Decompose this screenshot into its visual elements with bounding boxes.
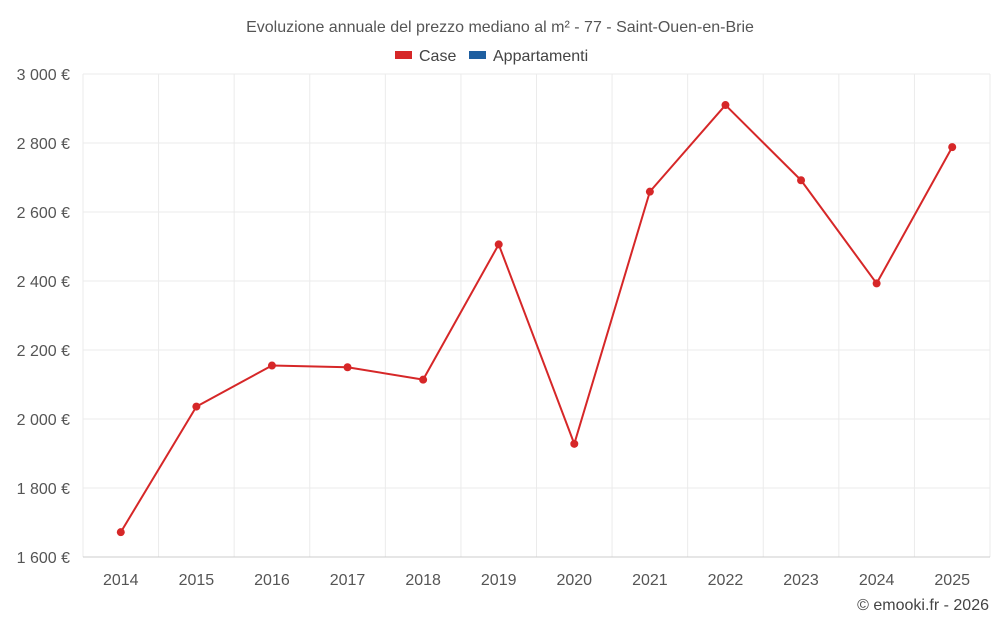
data-point-case[interactable] — [645, 187, 654, 196]
y-tick-label: 2 600 € — [17, 205, 70, 222]
x-axis-ticks: 2014 2015 2016 2017 2018 2019 2020 2021 2022 2023… — [103, 572, 970, 589]
y-tick-label: 1 800 € — [17, 481, 70, 498]
data-point-case[interactable] — [192, 402, 201, 411]
data-point-case[interactable] — [116, 528, 125, 537]
data-point-case[interactable] — [797, 176, 806, 185]
x-tick-label: 2020 — [556, 572, 592, 589]
x-tick-label: 2014 — [103, 572, 139, 589]
data-point-case[interactable] — [343, 363, 352, 372]
chart-title: Evoluzione annuale del prezzo mediano al… — [246, 19, 754, 36]
legend-swatch-appartamenti — [469, 51, 486, 59]
legend-swatch-case — [395, 51, 412, 59]
x-tick-label: 2023 — [783, 572, 819, 589]
y-axis-ticks: 1 600 € 1 800 € 2 000 € 2 200 € 2 400 € 2 600… — [17, 67, 70, 567]
y-tick-label: 2 200 € — [17, 343, 70, 360]
series-line-case — [119, 104, 954, 533]
data-point-case[interactable] — [948, 143, 957, 152]
y-tick-label: 3 000 € — [17, 67, 70, 84]
x-tick-label: 2016 — [254, 572, 290, 589]
x-tick-label: 2015 — [179, 572, 215, 589]
data-point-case[interactable] — [721, 101, 730, 110]
x-tick-label: 2024 — [859, 572, 895, 589]
data-point-case[interactable] — [494, 240, 503, 249]
legend: Case Appartamenti — [395, 48, 588, 65]
x-tick-label: 2019 — [481, 572, 517, 589]
y-tick-label: 2 000 € — [17, 412, 70, 429]
legend-label-appartamenti: Appartamenti — [493, 48, 588, 65]
legend-item-case[interactable]: Case — [395, 48, 456, 65]
x-tick-label: 2017 — [330, 572, 366, 589]
data-point-case[interactable] — [872, 279, 881, 288]
x-tick-label: 2025 — [934, 572, 970, 589]
y-tick-label: 1 600 € — [17, 550, 70, 567]
data-point-case[interactable] — [267, 361, 276, 370]
credit-text: © emooki.fr - 2026 — [857, 597, 989, 614]
x-tick-label: 2021 — [632, 572, 668, 589]
legend-item-appartamenti[interactable]: Appartamenti — [469, 48, 588, 65]
x-tick-label: 2018 — [405, 572, 441, 589]
y-tick-label: 2 400 € — [17, 274, 70, 291]
legend-label-case: Case — [419, 48, 456, 65]
data-point-case[interactable] — [570, 439, 579, 448]
x-tick-label: 2022 — [708, 572, 744, 589]
grid — [82, 73, 991, 558]
series-case — [116, 101, 957, 537]
data-point-case[interactable] — [419, 375, 428, 384]
y-tick-label: 2 800 € — [17, 136, 70, 153]
